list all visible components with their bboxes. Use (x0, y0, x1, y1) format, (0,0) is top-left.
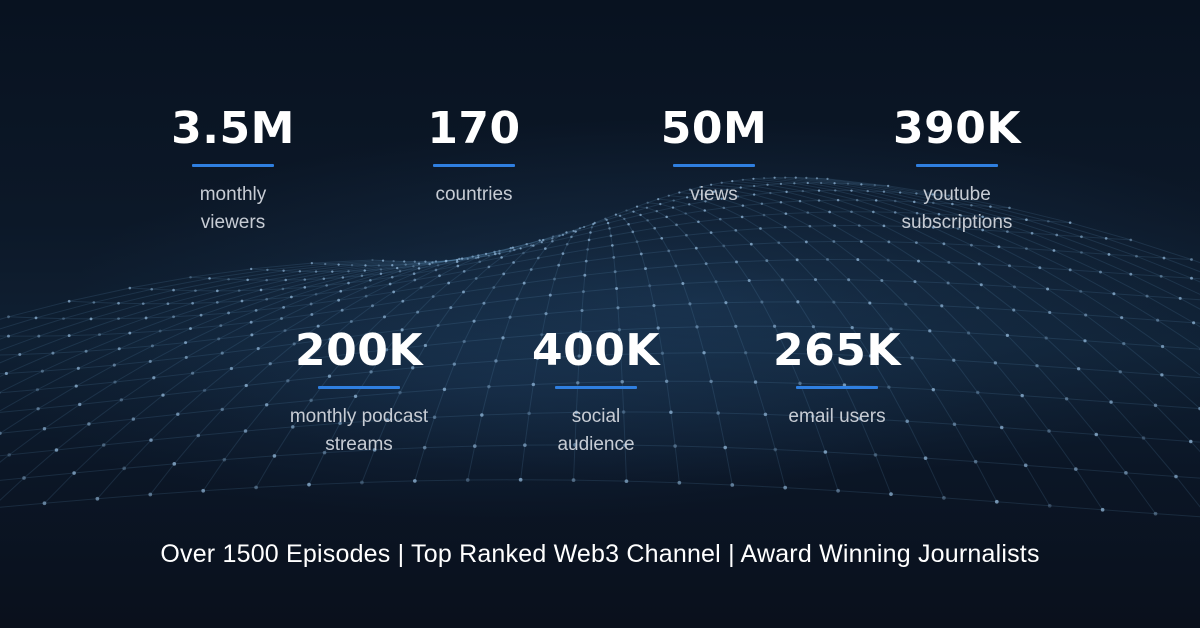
stat-value: 3.5M (171, 103, 295, 154)
stat-monthly-podcast-streams: 200K monthly podcast streams (249, 326, 469, 459)
stat-label: social audience (557, 406, 635, 455)
stat-underline (673, 164, 755, 167)
tagline: Over 1500 Episodes | Top Ranked Web3 Cha… (160, 540, 1040, 568)
stat-underline (192, 164, 274, 167)
stat-views: 50M views (614, 104, 814, 209)
stat-value: 265K (773, 325, 901, 376)
stat-underline (555, 386, 637, 389)
stat-value: 50M (660, 103, 768, 154)
stat-value: 170 (427, 103, 521, 154)
stat-underline (916, 164, 998, 167)
stat-label: youtube subscriptions (901, 184, 1013, 233)
stat-label: email users (788, 406, 886, 427)
stat-social-audience: 400K social audience (496, 326, 696, 459)
stat-underline (796, 386, 878, 389)
stat-label: views (690, 184, 738, 205)
stat-underline (433, 164, 515, 167)
stat-monthly-viewers: 3.5M monthly viewers (133, 104, 333, 237)
stat-label: monthly podcast streams (289, 406, 429, 455)
stat-youtube-subscriptions: 390K youtube subscriptions (847, 104, 1067, 237)
stat-value: 200K (295, 325, 423, 376)
stat-label: countries (435, 184, 513, 205)
stat-value: 390K (893, 103, 1021, 154)
stat-underline (318, 386, 400, 389)
stat-value: 400K (532, 325, 660, 376)
stat-email-users: 265K email users (737, 326, 937, 431)
stat-label: monthly viewers (199, 184, 267, 233)
stat-countries: 170 countries (374, 104, 574, 209)
